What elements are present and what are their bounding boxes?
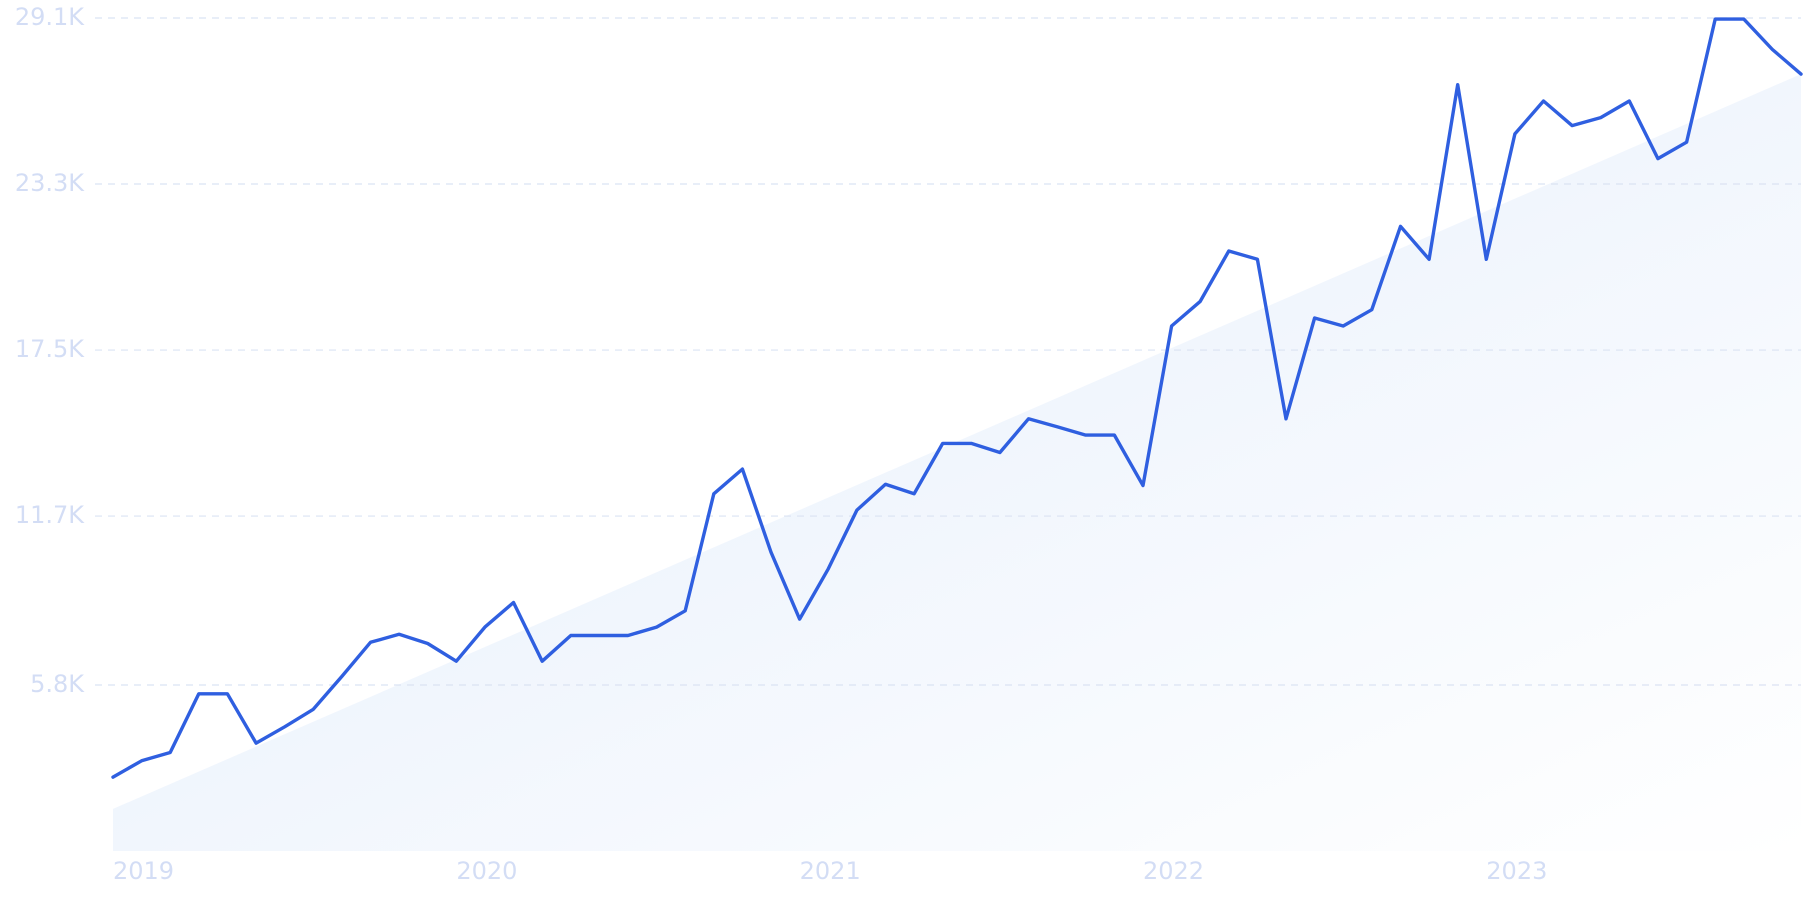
x-tick-label: 2019 [113,857,174,885]
x-tick-label: 2023 [1486,857,1547,885]
trend-area [113,74,1801,852]
x-tick-label: 2020 [456,857,517,885]
y-tick-label: 5.8K [30,670,85,698]
y-tick-label: 17.5K [15,335,85,363]
y-tick-label: 11.7K [15,501,85,529]
y-tick-label: 29.1K [15,3,85,31]
x-tick-label: 2022 [1143,857,1204,885]
y-tick-label: 23.3K [15,169,85,197]
data-line [111,17,1803,779]
x-tick-label: 2021 [800,857,861,885]
